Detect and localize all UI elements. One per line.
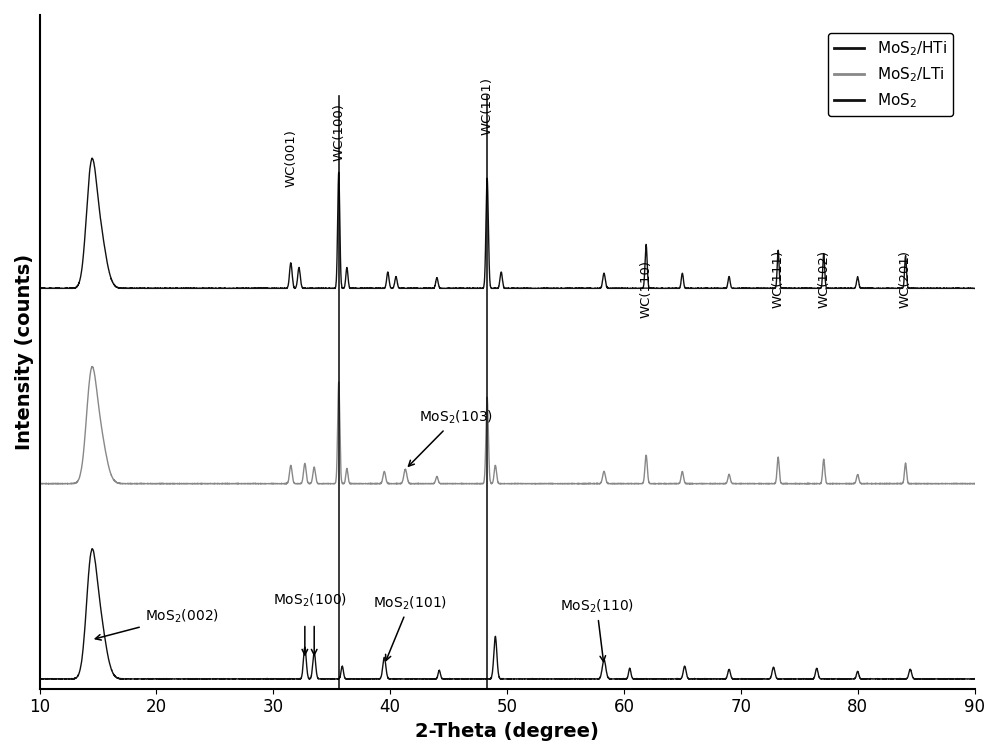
Text: MoS$_2$(110): MoS$_2$(110) bbox=[560, 597, 634, 662]
Text: WC(111): WC(111) bbox=[772, 249, 785, 308]
Y-axis label: Intensity (counts): Intensity (counts) bbox=[15, 254, 34, 450]
X-axis label: 2-Theta (degree): 2-Theta (degree) bbox=[415, 722, 599, 741]
Text: WC(001): WC(001) bbox=[284, 129, 297, 187]
Text: MoS$_2$(101): MoS$_2$(101) bbox=[373, 594, 447, 661]
Text: WC(100): WC(100) bbox=[332, 104, 345, 162]
Text: WC(101): WC(101) bbox=[481, 77, 494, 135]
Text: WC(102): WC(102) bbox=[817, 250, 830, 308]
Text: MoS$_2$(002): MoS$_2$(002) bbox=[95, 607, 219, 640]
Legend: MoS$_2$/HTi, MoS$_2$/LTi, MoS$_2$: MoS$_2$/HTi, MoS$_2$/LTi, MoS$_2$ bbox=[828, 33, 953, 116]
Text: WC(110): WC(110) bbox=[640, 260, 653, 318]
Text: MoS$_2$(103): MoS$_2$(103) bbox=[409, 409, 493, 466]
Text: WC(201): WC(201) bbox=[899, 250, 912, 308]
Text: MoS$_2$(100): MoS$_2$(100) bbox=[273, 591, 347, 609]
